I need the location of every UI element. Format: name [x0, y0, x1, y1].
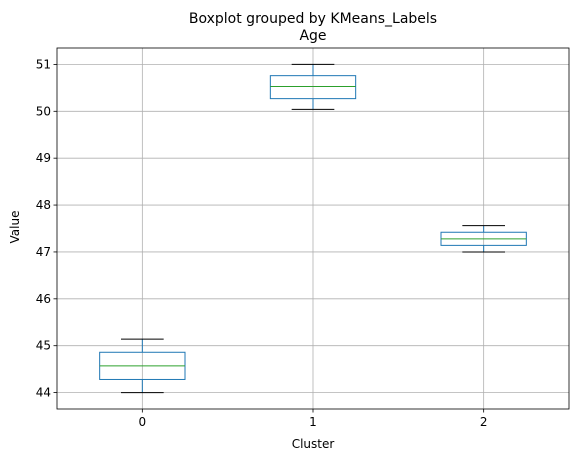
- tick-layer: 44 45 46 47 48 49 50 51 0 1 2: [36, 57, 488, 429]
- x-tick-label: 0: [139, 415, 147, 429]
- y-tick-label: 51: [36, 57, 51, 71]
- box-0: [99, 338, 186, 394]
- x-tick-label: 2: [480, 415, 488, 429]
- y-tick-label: 49: [36, 151, 51, 165]
- y-tick-label: 50: [36, 104, 51, 118]
- iqr-box: [269, 75, 357, 100]
- y-axis-label: Value: [8, 211, 22, 244]
- box-1: [269, 63, 357, 110]
- y-tick-label: 45: [36, 339, 51, 353]
- x-tick-label: 1: [309, 415, 317, 429]
- y-tick-label: 48: [36, 198, 51, 212]
- chart-suptitle: Boxplot grouped by KMeans_Labels: [189, 11, 437, 27]
- y-tick-label: 47: [36, 245, 51, 259]
- y-tick-label: 44: [36, 386, 51, 400]
- box-layer: [99, 63, 527, 394]
- y-tick-label: 46: [36, 292, 51, 306]
- box-2: [440, 225, 527, 253]
- chart-title: Age: [299, 28, 326, 44]
- x-axis-label: Cluster: [292, 437, 335, 451]
